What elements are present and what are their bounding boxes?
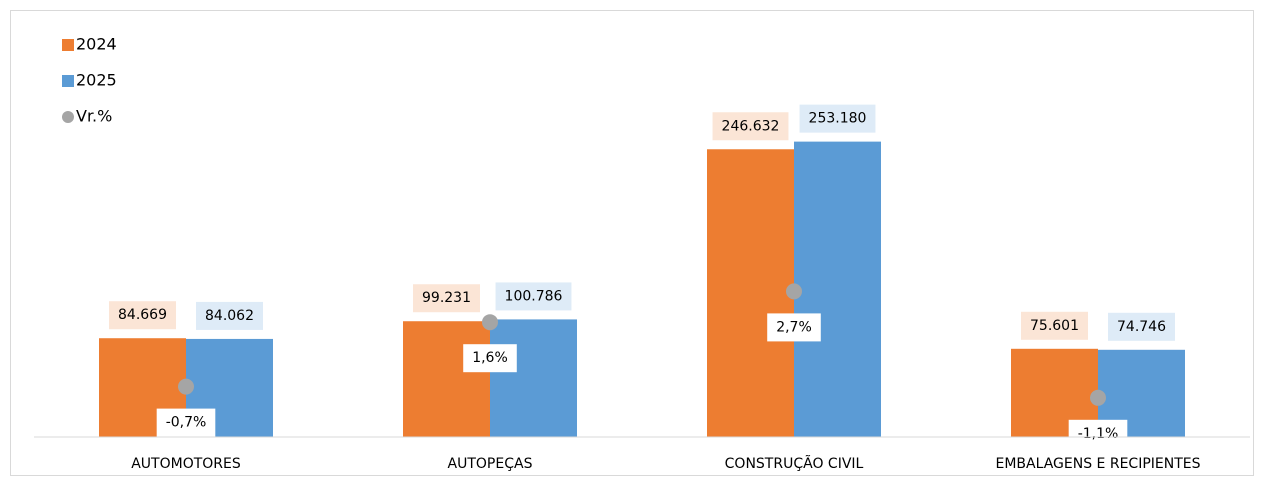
data-label: 1,6% xyxy=(472,350,508,366)
bar xyxy=(490,319,577,437)
bar xyxy=(403,321,490,437)
dot xyxy=(1090,389,1106,406)
legend-label: 2024 xyxy=(76,35,117,54)
data-label-box xyxy=(799,104,876,133)
legend-label: 2025 xyxy=(76,71,117,90)
data-label: 246.632 xyxy=(722,118,780,134)
legend-marker xyxy=(62,39,74,51)
bar xyxy=(794,141,881,437)
data-label: 100.786 xyxy=(505,288,563,304)
data-label: 75.601 xyxy=(1030,318,1079,334)
data-label-box xyxy=(712,112,789,141)
data-label-box xyxy=(1021,311,1088,340)
data-label: 99.231 xyxy=(422,290,471,306)
legend-marker xyxy=(62,75,74,87)
data-label-box xyxy=(495,282,572,311)
data-label: 2,7% xyxy=(776,319,812,335)
legend-marker xyxy=(62,111,74,123)
data-label-box xyxy=(767,313,821,342)
dot xyxy=(786,283,802,300)
data-label-box xyxy=(1068,419,1128,448)
data-label-box xyxy=(413,284,480,313)
data-label: 84.062 xyxy=(205,308,254,324)
data-label: 84.669 xyxy=(118,307,167,323)
dot xyxy=(482,314,498,331)
data-label: 74.746 xyxy=(1117,319,1166,335)
data-label: -0,7% xyxy=(166,415,207,431)
bar xyxy=(707,149,794,437)
x-tick-label: CONSTRUÇÃO CIVIL xyxy=(725,455,864,472)
data-label-box xyxy=(196,301,263,330)
dot xyxy=(178,378,194,395)
data-label-box xyxy=(156,408,216,437)
x-tick-label: AUTOMOTORES xyxy=(131,456,241,472)
data-label-box xyxy=(109,301,176,330)
data-label-box xyxy=(463,344,517,373)
x-tick-label: AUTOPEÇAS xyxy=(448,456,533,472)
legend-label: Vr.% xyxy=(76,107,112,126)
data-label: 253.180 xyxy=(809,111,867,127)
x-tick-label: EMBALAGENS E RECIPIENTES xyxy=(995,456,1200,472)
data-label-box xyxy=(1108,312,1175,341)
data-label: -1,1% xyxy=(1078,426,1119,442)
